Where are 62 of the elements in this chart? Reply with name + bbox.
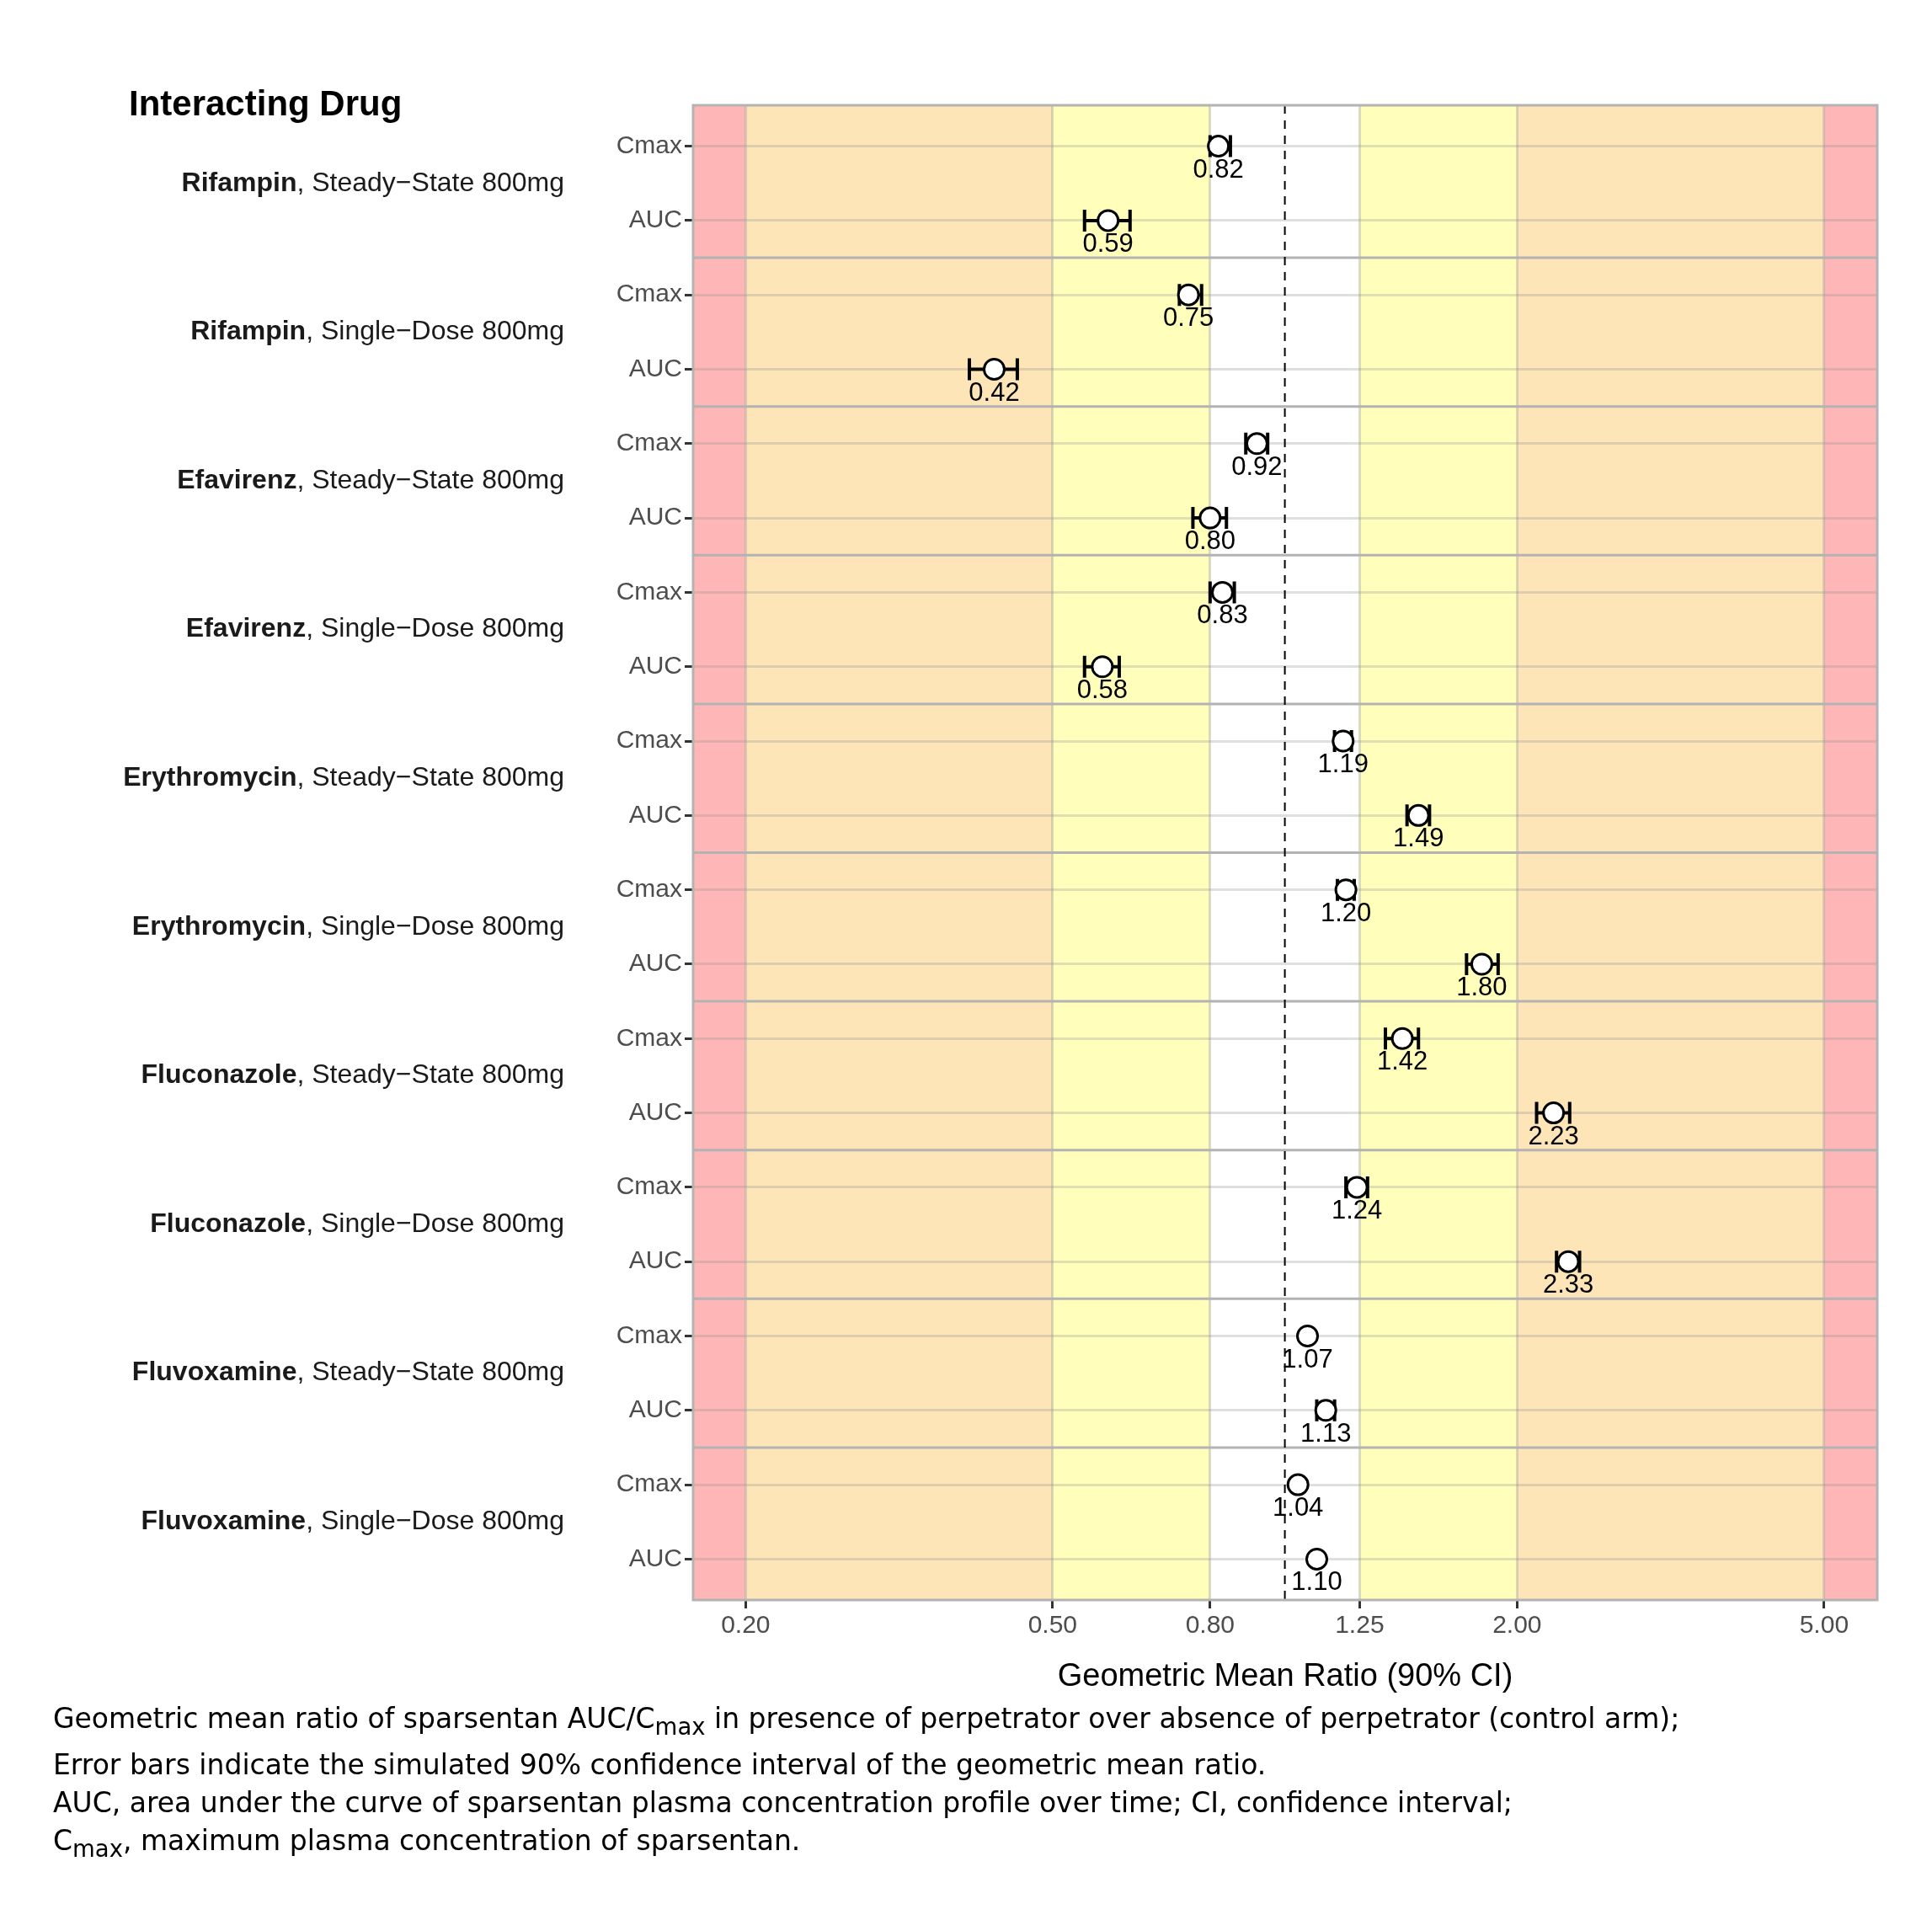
y-tick-label: AUC <box>628 353 682 381</box>
data-label: 0.80 <box>1184 525 1236 556</box>
x-tick-label: 0.50 <box>1027 1610 1078 1639</box>
data-label: 0.83 <box>1197 600 1248 630</box>
text: C$_{max}$, maximum plasma concentration of sparsentan. <box>53 1822 802 1864</box>
text: Error bars indicate the simulated 90% confidence interval of the geometric mean ratio. <box>53 1747 1268 1783</box>
y-tick-label: Cmax <box>616 725 682 754</box>
y-tick-label: Cmax <box>616 130 682 158</box>
data-label: 0.75 <box>1162 302 1214 333</box>
y-tick-label: AUC <box>628 799 682 828</box>
data-label: 0.82 <box>1193 153 1244 184</box>
y-tick-label: AUC <box>628 1395 682 1423</box>
text: Fluconazole, Steady−State 800mg <box>141 1059 564 1090</box>
y-tick-label: Cmax <box>616 1469 682 1497</box>
data-label: 1.10 <box>1291 1566 1342 1597</box>
data-label: 1.04 <box>1273 1492 1324 1523</box>
x-tick-label: 2.00 <box>1492 1610 1542 1639</box>
text: Rifampin, Single−Dose 800mg <box>190 315 564 346</box>
data-label: 1.49 <box>1393 823 1444 853</box>
data-label: 1.80 <box>1456 972 1508 1002</box>
text: Interacting Drug <box>129 83 403 123</box>
data-label: 0.92 <box>1231 451 1283 481</box>
y-tick-label: AUC <box>628 1096 682 1125</box>
data-label: 1.42 <box>1376 1046 1428 1076</box>
data-label: 1.19 <box>1317 749 1369 779</box>
y-tick-label: AUC <box>628 1245 682 1274</box>
y-tick-label: Cmax <box>616 428 682 456</box>
data-label: 0.42 <box>969 376 1020 407</box>
text: Fluvoxamine, Single−Dose 800mg <box>141 1505 564 1536</box>
y-tick-label: Cmax <box>616 1320 682 1348</box>
text: AUC, area under the curve of sparsentan plasma concentration profile over time; CI, confidence interval; <box>53 1784 1513 1821</box>
y-tick-label: AUC <box>628 948 682 977</box>
text: Erythromycin, Single−Dose 800mg <box>131 909 564 941</box>
data-label: 2.23 <box>1528 1120 1579 1150</box>
y-tick-label: AUC <box>628 502 682 531</box>
text: Erythromycin, Steady−State 800mg <box>123 761 564 792</box>
data-label: 1.20 <box>1320 897 1372 927</box>
data-label: 1.13 <box>1300 1417 1352 1448</box>
y-tick-label: Cmax <box>616 279 682 307</box>
text: Rifampin, Steady−State 800mg <box>181 166 564 197</box>
y-tick-label: Cmax <box>616 576 682 605</box>
text: Fluconazole, Single−Dose 800mg <box>150 1207 564 1238</box>
y-tick-label: Cmax <box>616 873 682 902</box>
y-tick-label: Cmax <box>616 1171 682 1200</box>
data-label: 1.24 <box>1331 1194 1383 1224</box>
data-label: 0.58 <box>1076 674 1129 704</box>
text: Efavirenz, Single−Dose 800mg <box>185 612 564 643</box>
text: Geometric mean ratio of sparsentan AUC/C$_{max}$ in presence of perpetrator over absence of perpetrator (control arm); <box>53 1701 1681 1741</box>
data-label: 2.33 <box>1542 1269 1594 1299</box>
x-tick-label: 0.80 <box>1185 1610 1236 1639</box>
x-tick-label: 0.20 <box>721 1610 771 1639</box>
text: Fluvoxamine, Steady−State 800mg <box>131 1356 564 1387</box>
x-axis-title: Geometric Mean Ratio (90% CI) <box>1057 1656 1513 1693</box>
data-label: 0.59 <box>1082 227 1134 258</box>
x-tick-label: 1.25 <box>1335 1610 1385 1639</box>
y-tick-label: AUC <box>628 205 682 233</box>
x-tick-label: 5.00 <box>1799 1610 1849 1639</box>
text: Efavirenz, Steady−State 800mg <box>177 463 564 494</box>
y-tick-label: AUC <box>628 650 682 679</box>
data-label: 1.07 <box>1282 1343 1333 1373</box>
y-tick-label: Cmax <box>616 1022 682 1051</box>
y-tick-label: AUC <box>628 1543 682 1571</box>
